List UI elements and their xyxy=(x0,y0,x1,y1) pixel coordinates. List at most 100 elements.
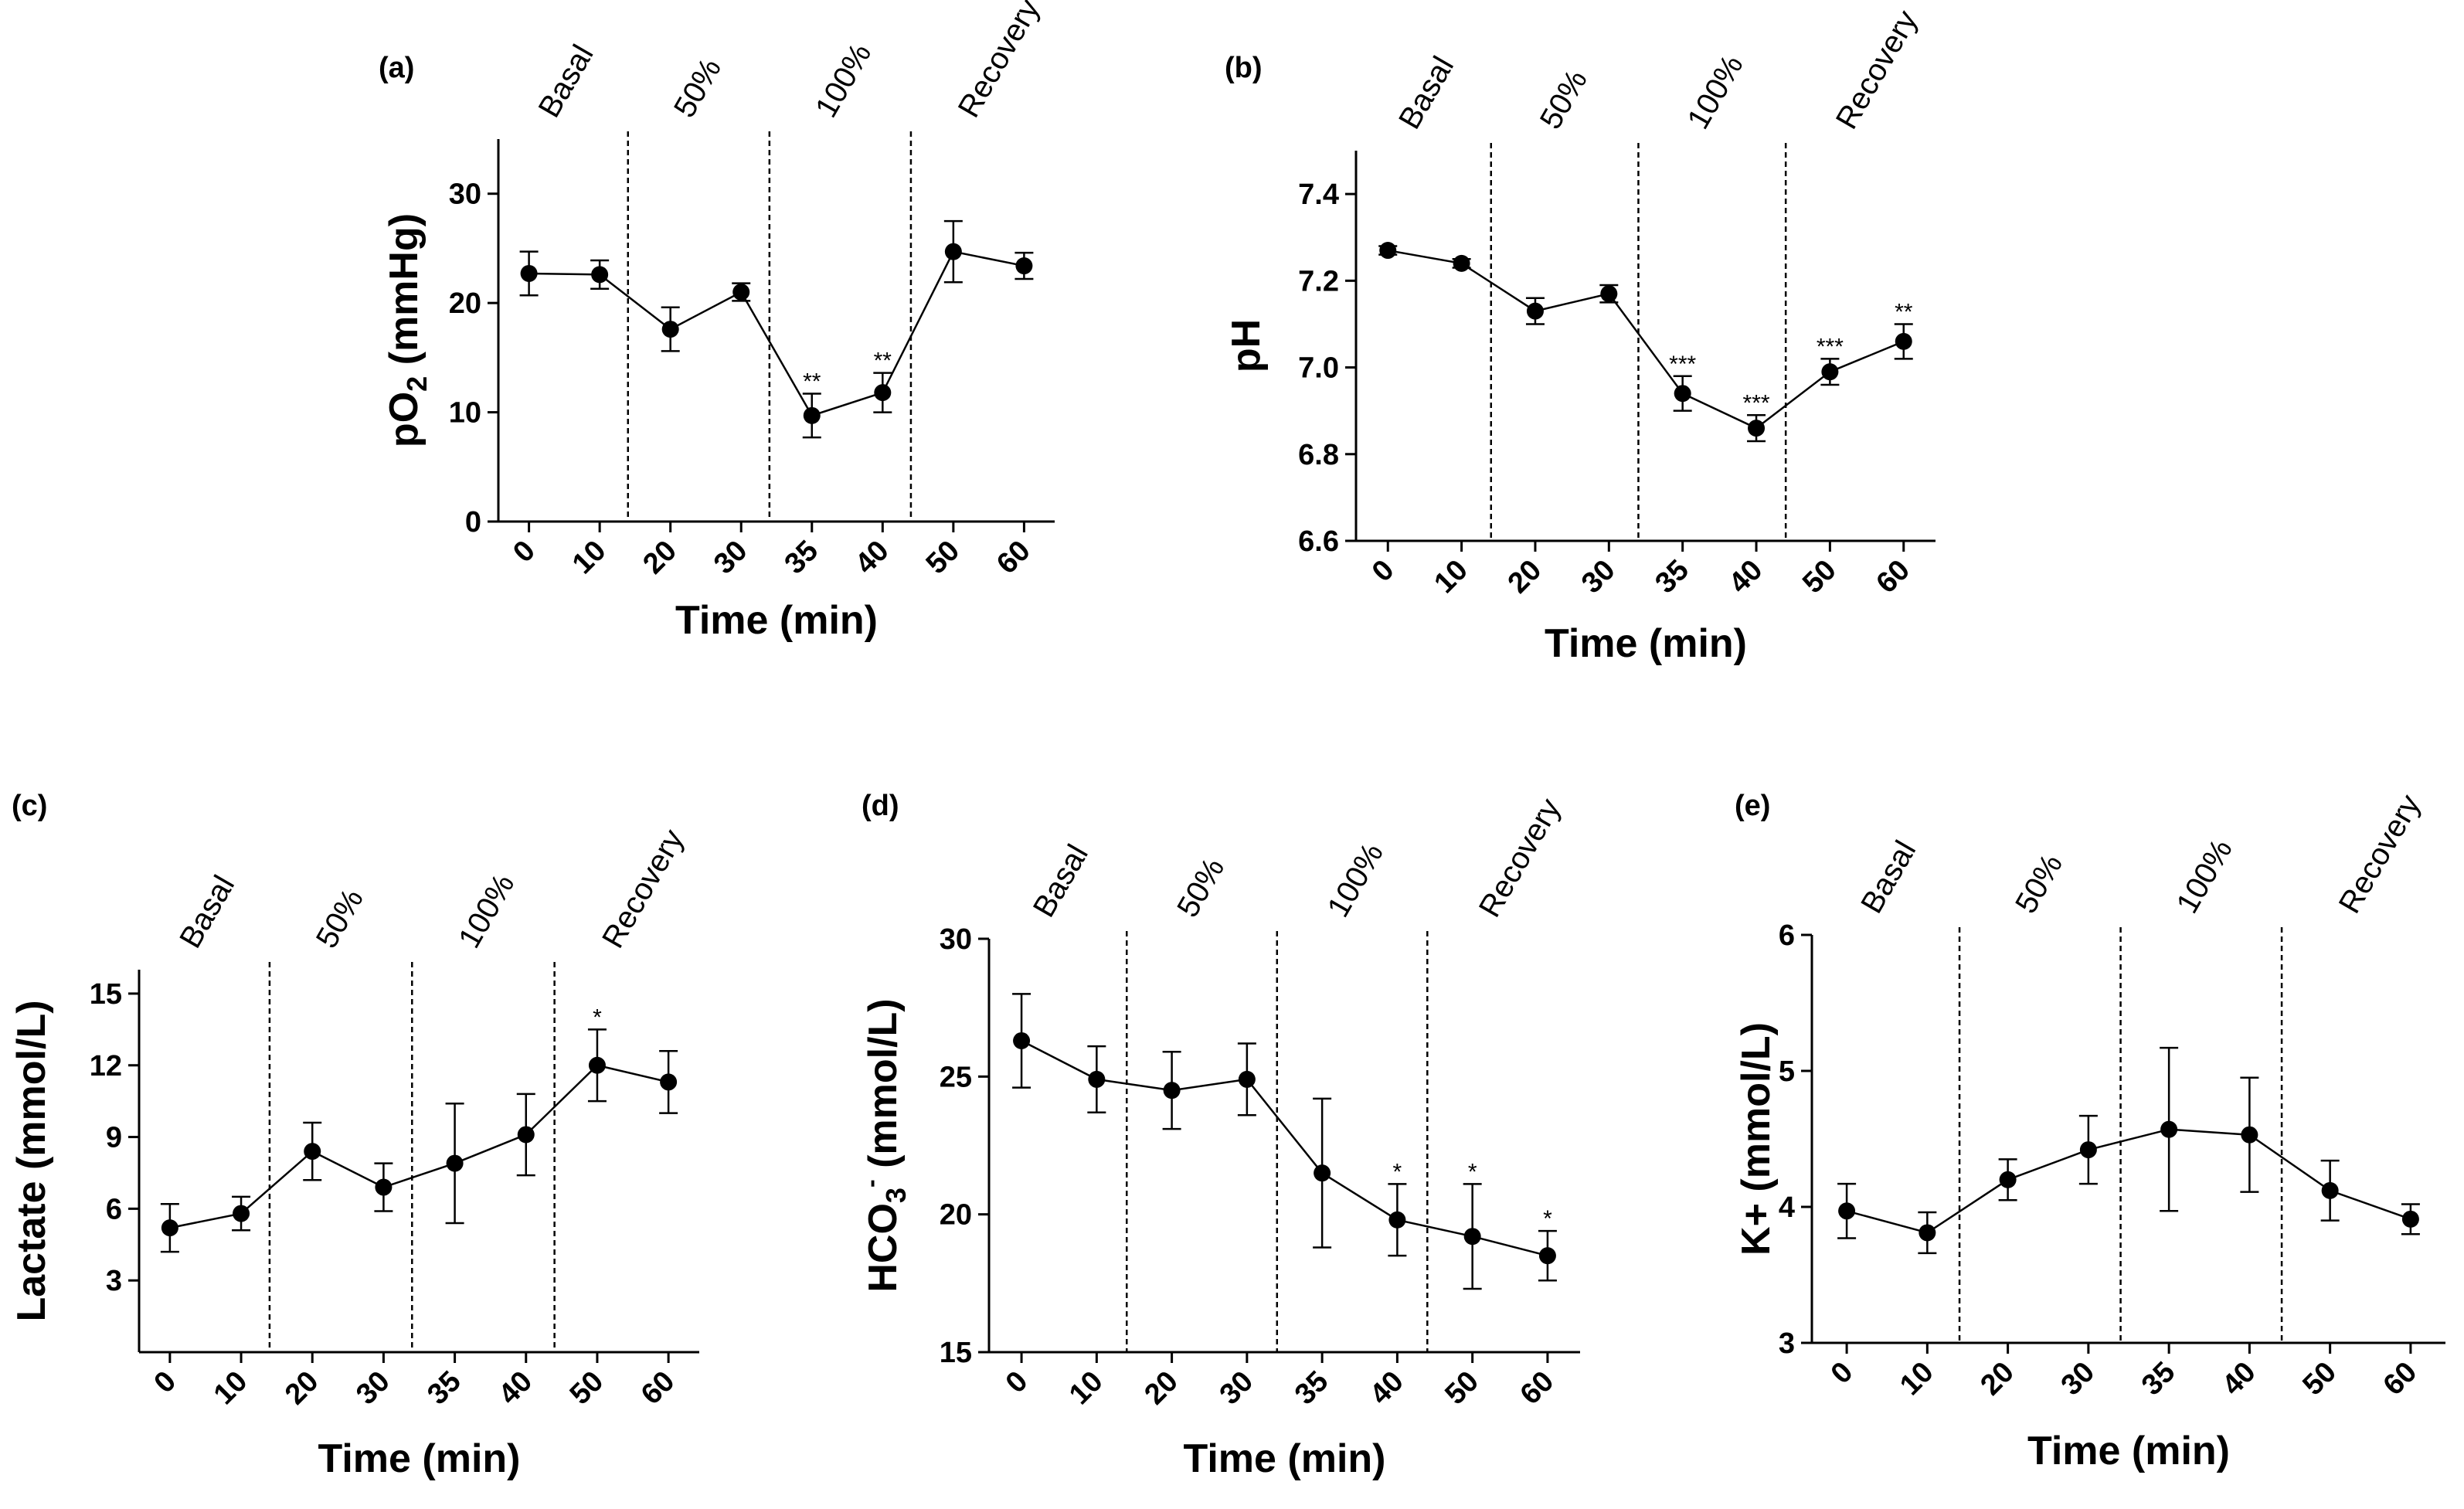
phase-label: 50% xyxy=(668,53,728,123)
data-point xyxy=(1600,285,1618,303)
y-tick-label: 30 xyxy=(940,923,972,956)
data-point xyxy=(1088,1070,1106,1088)
data-point xyxy=(1838,1202,1856,1220)
x-axis-title: Time (min) xyxy=(675,598,878,643)
panel-label: (a) xyxy=(379,52,414,84)
data-point xyxy=(1463,1228,1481,1246)
x-tick-label: 30 xyxy=(1575,554,1622,600)
y-title-main: K+ (mmol/L) xyxy=(1734,1022,1779,1256)
y-title-main: pO xyxy=(382,392,427,447)
x-tick-label: 35 xyxy=(421,1365,467,1412)
data-point xyxy=(1821,363,1839,381)
phase-label: 100% xyxy=(1681,49,1750,135)
y-tick-label: 20 xyxy=(449,287,481,320)
x-tick-label: 20 xyxy=(637,535,683,581)
y-title-subscript: 2 xyxy=(401,376,433,392)
phase-label: 50% xyxy=(1171,852,1231,923)
y-title-rest: (mmHg) xyxy=(382,213,427,376)
x-tick-label: 20 xyxy=(1974,1356,2020,1402)
data-point xyxy=(591,266,609,284)
significance-label: *** xyxy=(1743,390,1770,416)
x-tick-label: 0 xyxy=(1366,554,1401,589)
x-tick-label: 0 xyxy=(148,1365,183,1400)
panel-label: (c) xyxy=(12,790,47,822)
data-point xyxy=(1538,1247,1556,1265)
x-tick-label: 60 xyxy=(1871,554,1917,600)
data-point xyxy=(1999,1171,2017,1188)
x-tick-label: 35 xyxy=(1649,554,1695,600)
phase-label: 50% xyxy=(310,883,370,953)
x-tick-label: 30 xyxy=(350,1365,396,1412)
x-tick-label: 50 xyxy=(920,535,967,581)
y-title-superscript: - xyxy=(857,1179,885,1188)
y-tick-label: 6.6 xyxy=(1298,525,1339,558)
significance-label: ** xyxy=(874,348,892,374)
panel-label: (e) xyxy=(1735,790,1770,822)
x-tick-label: 30 xyxy=(708,535,754,581)
x-axis-title: Time (min) xyxy=(1545,621,1747,666)
data-point xyxy=(874,384,892,402)
y-axis-title: pH xyxy=(1224,319,1269,372)
y-tick-label: 6.8 xyxy=(1298,439,1339,471)
phase-label: Recovery xyxy=(1473,793,1568,923)
y-tick-label: 3 xyxy=(1779,1327,1795,1360)
series-line xyxy=(1021,1039,1548,1257)
y-axis-title: pO2 (mmHg) xyxy=(382,213,433,447)
y-tick-label: 12 xyxy=(90,1050,122,1082)
x-tick-label: 30 xyxy=(2055,1356,2102,1402)
x-tick-label: 40 xyxy=(493,1365,539,1412)
data-point xyxy=(803,406,821,424)
significance-label: * xyxy=(1543,1206,1552,1232)
y-tick-label: 4 xyxy=(1779,1191,1795,1224)
data-point xyxy=(732,284,750,301)
panel-b: (b) 6.6 6.8 7.0 7.2 7.4 0 10 20 30 35 40 50 60 Basal 50… xyxy=(1224,5,1936,666)
x-tick-label: 60 xyxy=(1514,1365,1561,1412)
data-point xyxy=(2401,1210,2419,1228)
phase-label: Basal xyxy=(173,870,241,954)
data-point xyxy=(233,1205,250,1222)
data-point xyxy=(1013,1031,1031,1049)
x-tick-label: 40 xyxy=(2216,1356,2262,1402)
y-tick-label: 6 xyxy=(1779,919,1795,952)
y-axis-title: Lactate (mmol/L) xyxy=(9,1000,54,1321)
x-tick-label: 20 xyxy=(1138,1365,1184,1412)
y-tick-label: 3 xyxy=(106,1265,122,1297)
x-tick-label: 10 xyxy=(1428,554,1474,600)
phase-label: 100% xyxy=(2170,834,2239,919)
y-tick-label: 9 xyxy=(106,1122,122,1154)
data-point xyxy=(304,1143,321,1161)
phase-label: Recovery xyxy=(1830,5,1925,134)
significance-label: *** xyxy=(1669,352,1696,377)
data-point xyxy=(1314,1164,1331,1182)
x-tick-label: 20 xyxy=(1502,554,1548,600)
y-title-main: HCO xyxy=(861,1203,906,1293)
y-tick-label: 0 xyxy=(465,506,481,539)
data-point xyxy=(661,321,679,338)
panel-c: (c) 3 6 9 12 15 0 10 20 30 35 40 50 60 Basal 50% 100% Rec… xyxy=(9,790,699,1481)
y-tick-label: 7.0 xyxy=(1298,352,1339,385)
x-tick-label: 60 xyxy=(635,1365,681,1412)
data-point xyxy=(1453,254,1470,272)
phase-label: 100% xyxy=(452,868,521,954)
phase-label: Basal xyxy=(1027,839,1095,923)
x-tick-label: 40 xyxy=(849,535,896,581)
series-line xyxy=(1846,1128,2411,1234)
data-point xyxy=(2079,1141,2097,1159)
x-tick-label: 30 xyxy=(1214,1365,1260,1412)
data-point xyxy=(1238,1070,1256,1088)
x-tick-label: 10 xyxy=(1063,1365,1110,1412)
panel-label: (d) xyxy=(862,790,899,822)
x-tick-label: 50 xyxy=(564,1365,610,1412)
phase-label: Recovery xyxy=(952,0,1047,124)
series-line xyxy=(1388,249,1905,430)
y-tick-label: 20 xyxy=(940,1199,972,1232)
x-tick-label: 10 xyxy=(1894,1356,1940,1402)
y-axis-title: K+ (mmol/L) xyxy=(1734,1022,1779,1256)
data-point xyxy=(520,264,538,282)
data-point xyxy=(1748,420,1766,437)
phase-label: Basal xyxy=(1854,835,1922,919)
y-tick-label: 30 xyxy=(449,178,481,211)
significance-label: * xyxy=(593,1004,602,1030)
y-tick-label: 15 xyxy=(90,978,122,1011)
